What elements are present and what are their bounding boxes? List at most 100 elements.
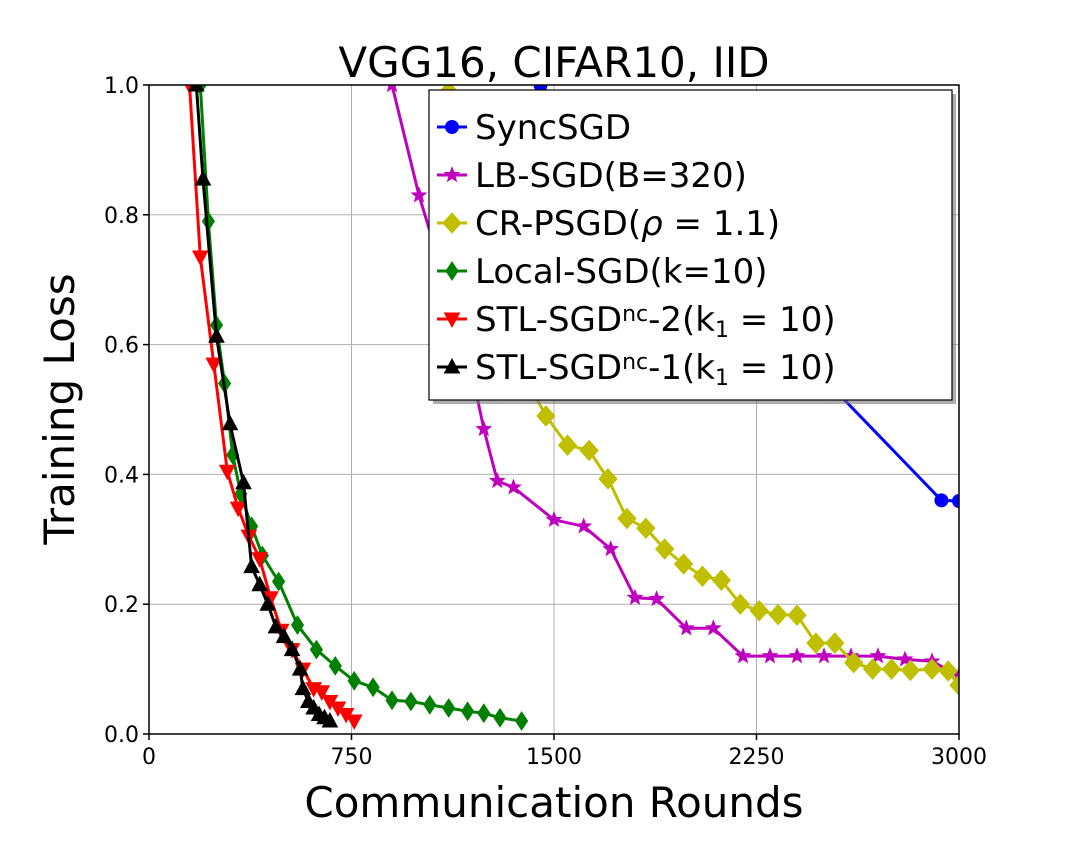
legend-label-part: nc (622, 350, 648, 375)
data-point (557, 434, 578, 456)
data-point (208, 327, 225, 343)
x-tick-label: 3000 (931, 745, 987, 770)
data-point (442, 698, 456, 718)
legend-label: STL-SGDnc-2(k1 = 10) (475, 300, 836, 343)
data-point (194, 170, 212, 186)
data-point (579, 439, 599, 462)
data-point (730, 593, 750, 615)
data-point (655, 538, 675, 560)
data-point (788, 647, 806, 664)
data-point (259, 595, 277, 611)
data-point (488, 472, 506, 489)
legend-marker (443, 312, 461, 329)
legend-entry: CR-PSGD(ρ = 1.1) (437, 204, 780, 244)
data-point (475, 420, 493, 437)
data-point (545, 510, 563, 528)
data-point (844, 651, 864, 674)
data-point (806, 632, 826, 654)
legend-label-part: = 10) (729, 300, 836, 340)
legend-entry: STL-SGDnc-1(k1 = 10) (437, 348, 836, 391)
data-point (460, 701, 475, 722)
data-point (477, 703, 491, 724)
data-point (648, 590, 666, 607)
data-point (602, 540, 620, 557)
data-point (617, 507, 637, 530)
legend-label-part: STL-SGD (475, 300, 622, 340)
legend-label-part: 1 (715, 318, 729, 343)
legend-label-part: ρ (641, 204, 663, 244)
legend-entry: STL-SGDnc-2(k1 = 10) (437, 300, 836, 343)
data-point (768, 603, 788, 626)
data-point (711, 569, 732, 591)
legend-entry: LB-SGD(B=320) (437, 156, 747, 196)
data-point (235, 473, 252, 490)
ticks: 0 750 1500 2250 3000 0.0 0.2 0.4 0.6 0.8 1.0 (104, 74, 987, 770)
legend-marker (443, 357, 461, 374)
data-point (761, 647, 779, 664)
x-axis-label: Communication Rounds (304, 778, 803, 827)
y-tick-label: 0.0 (104, 723, 139, 748)
data-point (896, 650, 914, 667)
data-point (283, 640, 301, 657)
data-point (815, 647, 833, 664)
data-point (218, 464, 236, 481)
data-point (313, 685, 331, 701)
data-point (271, 571, 286, 592)
data-point (294, 679, 312, 696)
legend-label-part: STL-SGD (475, 348, 622, 388)
legend-label-part: -2(k (648, 300, 715, 340)
data-point (787, 604, 807, 626)
data-point (938, 660, 958, 682)
data-point (869, 647, 887, 664)
data-point (505, 478, 522, 495)
data-point (952, 494, 959, 509)
data-point (536, 405, 556, 427)
x-tick-label: 2250 (729, 745, 785, 770)
legend-marker (443, 166, 461, 183)
legend-label-part: Local-SGD(k=10) (475, 252, 767, 292)
legend: SyncSGD LB-SGD(B=320) CR-PSGD(ρ = 1.1) Loca… (428, 89, 956, 404)
data-point (677, 619, 695, 636)
legend-label-part: -1(k (648, 348, 715, 388)
data-point (347, 670, 361, 691)
data-point (404, 691, 418, 712)
legend-box (428, 89, 953, 401)
legend-label-part: = 10) (729, 348, 836, 388)
data-point (291, 660, 309, 676)
data-point (229, 501, 247, 518)
data-point (825, 632, 845, 654)
data-point (749, 599, 769, 622)
legend-label: SyncSGD (475, 108, 631, 148)
legend-marker (442, 212, 462, 234)
data-point (423, 694, 437, 715)
data-point (221, 414, 239, 431)
legend-label-part: nc (622, 302, 648, 327)
y-tick-label: 0.2 (104, 593, 139, 618)
data-point (626, 588, 644, 605)
x-tick-label: 750 (331, 745, 373, 770)
data-point (251, 575, 269, 592)
chart-title: VGG16, CIFAR10, IID (338, 38, 769, 87)
data-point (934, 493, 949, 508)
y-tick-label: 0.6 (104, 334, 139, 359)
legend-label-part: = 1.1) (663, 204, 780, 244)
data-point (410, 186, 428, 203)
data-point (493, 707, 507, 728)
y-tick-label: 0.8 (104, 204, 139, 229)
data-point (267, 617, 285, 634)
data-point (575, 517, 593, 534)
y-axis-label: Training Loss (35, 273, 84, 545)
data-point (366, 677, 380, 698)
legend-marker (445, 120, 459, 134)
data-point (862, 658, 883, 680)
data-point (514, 711, 529, 731)
data-point (922, 658, 942, 680)
data-point (673, 553, 694, 575)
data-point (598, 468, 618, 490)
series-line (194, 85, 331, 723)
data-point (704, 619, 722, 636)
data-point (385, 690, 399, 711)
data-point (321, 711, 339, 728)
data-point (191, 250, 209, 267)
data-point (275, 627, 293, 644)
